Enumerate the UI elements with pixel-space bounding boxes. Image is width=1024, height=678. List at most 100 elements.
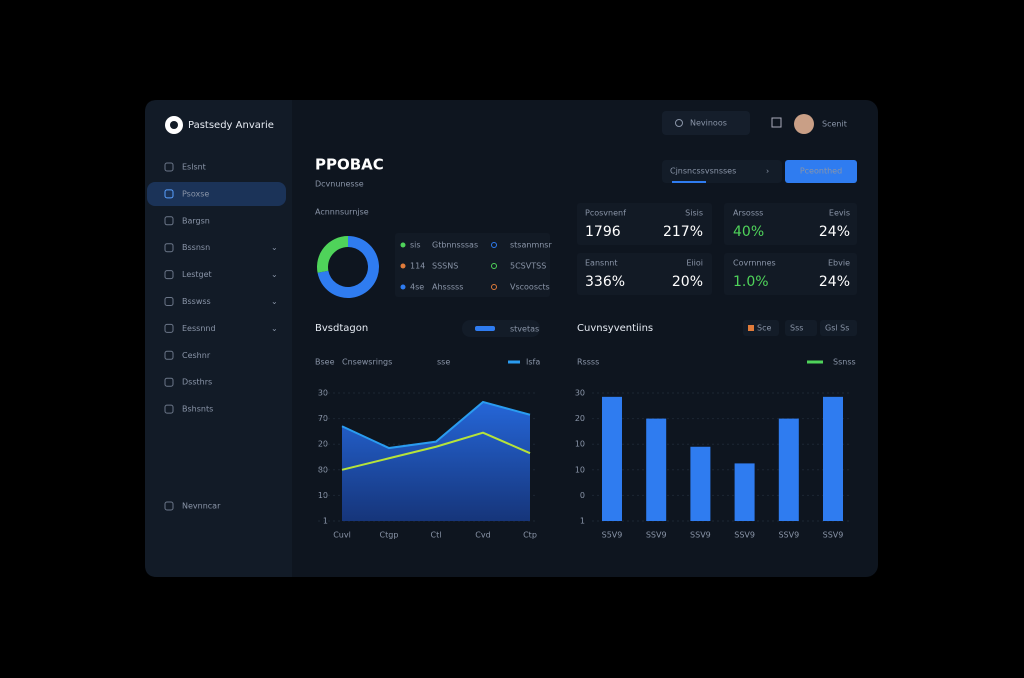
y-tick-label: 10 <box>575 440 585 449</box>
chip-text: Gsl Ss <box>825 324 849 333</box>
toggle-text: stvetas <box>510 325 539 334</box>
y-tick-label: 30 <box>575 389 585 398</box>
legend-text: 4se <box>410 283 424 292</box>
bar-label: Rssss <box>577 358 599 367</box>
notify-icon[interactable] <box>771 117 782 128</box>
legend-dot <box>400 242 406 248</box>
y-tick-label: 0 <box>580 491 585 500</box>
sidebar <box>145 100 292 577</box>
stat-value: 217% <box>663 224 703 240</box>
logo-hole <box>170 121 178 129</box>
nav-chevron: ⌄ <box>271 297 278 306</box>
stat-label: Sisis <box>685 209 703 218</box>
series-line <box>341 400 531 450</box>
toggle-pill <box>475 326 495 331</box>
legend-text: sis <box>410 241 421 250</box>
donut-legend-box <box>395 233 550 297</box>
button-text: Pceonthed <box>800 167 842 176</box>
y-tick-label: 20 <box>318 440 328 449</box>
stat-value: 20% <box>672 274 703 290</box>
y-tick-label: 20 <box>575 414 585 423</box>
nav-icon <box>164 162 174 172</box>
stat-panel <box>724 253 857 295</box>
bar <box>823 396 843 521</box>
nav-item[interactable]: Psoxse <box>182 189 209 198</box>
nav-item[interactable]: Bargsn <box>182 216 210 225</box>
nav-item[interactable]: Eslsnt <box>182 163 206 172</box>
chip[interactable] <box>785 320 817 336</box>
nav-chevron: ⌄ <box>271 270 278 279</box>
nav-icon <box>164 216 174 226</box>
search-box[interactable] <box>662 111 750 135</box>
legend-text: stsanmnsr <box>510 241 552 250</box>
nav-item[interactable]: Bsswss <box>182 297 211 306</box>
nav-icon <box>164 270 174 280</box>
y-tick-label: 10 <box>318 491 328 500</box>
nav-icon <box>164 297 174 306</box>
chip-text: Sce <box>757 324 771 333</box>
dropdown-arrow: › <box>766 167 769 176</box>
stat-label: Eiioi <box>686 259 703 268</box>
legend-text: SSSNS <box>432 262 458 271</box>
x-tick-label: S5V9 <box>602 531 623 540</box>
donut-segment <box>317 236 380 298</box>
nav-chevron: ⌄ <box>271 324 278 333</box>
page-title: PPOBAC <box>315 156 384 174</box>
x-tick-label: SSV9 <box>823 531 844 540</box>
nav-item[interactable]: Ceshnr <box>182 351 211 360</box>
legend-text: Bsee <box>315 358 335 367</box>
chip-text: Sss <box>790 324 803 333</box>
stat-value: 40% <box>733 224 764 240</box>
legend-text: Vscooscts <box>510 283 550 292</box>
avatar[interactable] <box>794 114 814 134</box>
legend-dot <box>400 263 406 269</box>
user-name: Scenit <box>822 120 847 129</box>
stat-value: 336% <box>585 274 625 290</box>
search-text: Nevinoos <box>690 119 727 128</box>
chip[interactable] <box>820 320 857 336</box>
legend-icon <box>491 284 497 290</box>
nav-item[interactable]: Lestget <box>182 270 212 279</box>
legend-text: sse <box>437 358 450 367</box>
bar-title: Cuvnsyventiins <box>577 323 653 334</box>
chip[interactable] <box>743 320 779 336</box>
x-tick-label: Cvd <box>475 531 490 540</box>
nav-item[interactable]: Bssnsn <box>182 243 210 252</box>
dropdown[interactable] <box>662 160 782 183</box>
bar <box>778 418 799 521</box>
bar <box>734 463 755 521</box>
x-tick-label: Cuvl <box>333 531 351 540</box>
nav-icon <box>164 189 174 199</box>
nav-item[interactable]: Bshsnts <box>182 405 213 414</box>
donut-segment <box>317 236 348 273</box>
stat-label: Pcosvnenf <box>585 209 626 218</box>
legend-text: Ahsssss <box>432 283 463 292</box>
x-tick-label: SSV9 <box>734 531 755 540</box>
x-tick-label: Ctl <box>431 531 442 540</box>
nav-icon <box>164 243 174 253</box>
nav-item[interactable]: Eessnnd <box>182 324 216 333</box>
stat-value: 24% <box>819 274 850 290</box>
primary-button[interactable] <box>785 160 857 183</box>
legend-text: Isfa <box>526 358 540 367</box>
bar <box>690 446 711 521</box>
legend-text: 114 <box>410 262 425 271</box>
legend-icon <box>491 263 497 269</box>
legend-dot <box>400 284 406 290</box>
toggle[interactable] <box>462 320 540 337</box>
stat-label: Covrnnnes <box>733 259 776 268</box>
nav-icon <box>164 323 174 333</box>
legend-text: Ssnss <box>833 358 856 367</box>
series-line <box>341 431 531 471</box>
stat-panel <box>724 203 857 245</box>
donut-title: Acnnnsurnjse <box>315 208 369 217</box>
brand: Pastsedy Anvarie <box>188 120 274 131</box>
stat-value: 24% <box>819 224 850 240</box>
nav-item[interactable]: Nevnncar <box>182 502 221 511</box>
nav-item[interactable]: Dssthrs <box>182 378 212 387</box>
nav-active <box>147 182 286 206</box>
y-tick-label: 10 <box>575 465 585 474</box>
chip-swatch <box>748 325 754 331</box>
bar <box>646 418 667 521</box>
